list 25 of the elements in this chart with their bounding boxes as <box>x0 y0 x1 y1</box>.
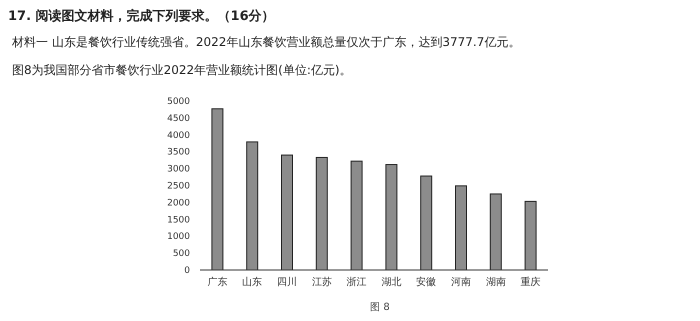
xtick: 四川 <box>277 277 297 288</box>
annotation: 图8为我国部分省市餐饮行业2022年营业额统计图(单位:亿元)。 <box>12 63 352 77</box>
ytick: 3000 <box>167 164 190 175</box>
xtick: 安徽 <box>416 277 436 288</box>
ytick: 3500 <box>167 148 190 158</box>
ytick: 2000 <box>167 198 190 208</box>
xtick: 浙江 <box>346 277 367 288</box>
xtick: 河南 <box>451 277 471 288</box>
ytick: 4500 <box>167 114 190 124</box>
xtick: 山东 <box>242 277 262 288</box>
ytick: 500 <box>172 249 190 260</box>
ytick: 5000 <box>167 97 190 107</box>
ytick: 2500 <box>167 182 190 192</box>
ytick: 1000 <box>167 232 190 242</box>
xtick: 江苏 <box>312 277 332 288</box>
xtick: 重庆 <box>520 277 541 288</box>
xtick: 广东 <box>207 277 228 288</box>
xtick: 湖北 <box>381 277 402 288</box>
ytick: 4000 <box>167 130 190 141</box>
ytick: 0 <box>184 266 190 276</box>
ytick: 1500 <box>167 215 190 226</box>
xtick: 湖南 <box>486 277 506 288</box>
annotation: 图 8 <box>370 302 390 313</box>
annotation: 材料一 山东是餐饮行业传统强省。2022年山东餐饮营业额总量仅次于广东，达到3777.7亿元。 <box>12 35 520 49</box>
title: 17. 阅读图文材料，完成下列要求。（16分） <box>8 9 275 24</box>
